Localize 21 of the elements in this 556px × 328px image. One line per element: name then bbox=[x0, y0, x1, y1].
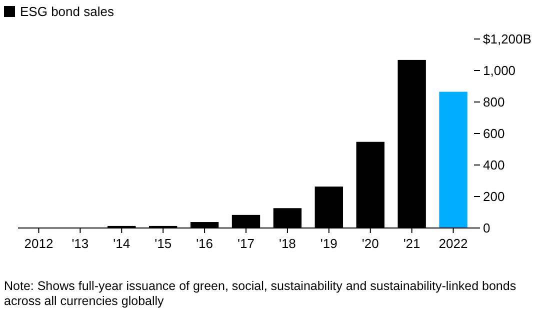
x-tick-label: 2012 bbox=[24, 236, 54, 251]
y-tick-label: 400 bbox=[483, 158, 505, 173]
x-tick-label: '14 bbox=[113, 236, 130, 251]
x-tick-label: '17 bbox=[238, 236, 254, 251]
y-tick-label: $1,200B bbox=[483, 32, 532, 47]
x-tick-label: '21 bbox=[403, 236, 420, 251]
x-tick-label: '18 bbox=[278, 236, 296, 251]
y-tick-label: 1,000 bbox=[483, 63, 516, 78]
y-tick-label: 800 bbox=[483, 94, 505, 110]
x-tick-label: '15 bbox=[154, 236, 172, 251]
x-tick-label: '16 bbox=[196, 236, 214, 251]
x-tick-label: '13 bbox=[72, 236, 89, 251]
text: Note: Shows full-year issuance of green, social, sustainability and sustainability-linked bonds across all currencies globally bbox=[4, 279, 516, 308]
y-tick-label: 0 bbox=[483, 220, 490, 236]
x-tick-label: '19 bbox=[320, 236, 338, 251]
y-tick-label: 600 bbox=[483, 126, 505, 142]
x-tick-label: '20 bbox=[362, 236, 379, 251]
x-tick-label: 2022 bbox=[438, 236, 468, 251]
legend-label: ESG bond sales bbox=[20, 4, 114, 19]
y-tick-label: 200 bbox=[483, 189, 505, 204]
bar bbox=[439, 92, 468, 228]
